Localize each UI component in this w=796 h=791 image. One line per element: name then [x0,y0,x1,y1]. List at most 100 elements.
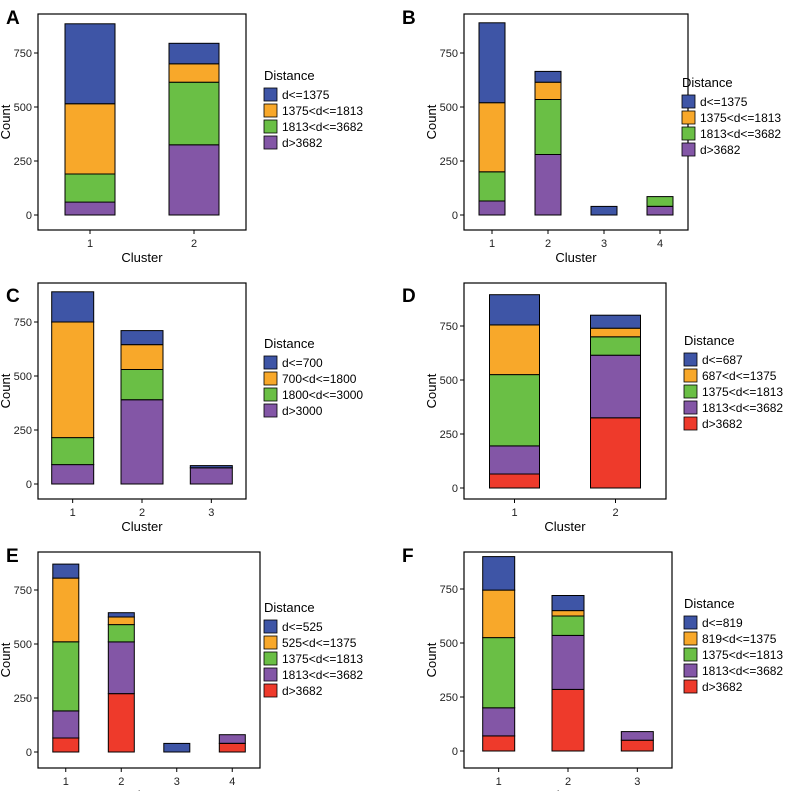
y-axis-title: Count [424,373,439,408]
bar-segment [534,70,562,83]
bar-segment [189,465,233,469]
bar-segment [478,22,506,104]
bar-segment [590,205,618,216]
x-tick-label: 3 [634,776,640,788]
bar-segment [620,731,654,741]
panel-label: C [6,286,20,307]
x-tick-label: 2 [545,238,551,250]
legend-swatch [263,387,278,402]
bar-segment [534,154,562,216]
x-axis-title: Cluster [121,250,163,265]
x-tick-label: 1 [496,776,502,788]
y-tick-label: 500 [14,639,32,651]
legend-label: 1813<d<=3682 [700,127,781,141]
plot-frame [463,282,667,500]
bar-segment [482,589,516,639]
y-tick-label: 250 [440,692,458,704]
legend-label: 1813<d<=3682 [282,668,363,682]
legend-swatch [683,615,698,630]
x-axis-title: Cluster [547,788,589,791]
x-tick-label: 2 [565,776,571,788]
bar-segment [168,81,220,146]
bar-segment [482,707,516,737]
x-axis-title: Cluster [128,788,170,791]
x-tick-label: 1 [87,238,93,250]
legend-title: Distance [684,333,735,348]
bar-segment [107,612,135,618]
bar-segment [168,144,220,216]
legend-label: 700<d<=1800 [282,372,357,386]
bar-segment [551,615,585,636]
legend-swatch [681,126,696,141]
legend-title: Distance [264,600,315,615]
panel-label: D [402,286,416,307]
bar-segment [64,201,116,216]
x-tick-label: 4 [229,776,235,788]
bar-segment [482,556,516,591]
bar-segment [52,577,80,643]
legend-swatch [681,110,696,125]
y-axis-title: Count [424,104,439,139]
plot-frame [37,13,247,231]
x-tick-label: 3 [174,776,180,788]
bar-segment [478,171,506,202]
panel-d: D 0 250 500 750 1 2 Cluster Count Distance d<=687 6… [402,282,783,534]
bar-segment [482,735,516,752]
legend-label: 1813<d<=3682 [702,401,783,415]
legend-label: d<=819 [702,616,743,630]
bar-segment [489,445,540,475]
bar-segment [120,344,164,371]
legend-label: d<=700 [282,356,323,370]
panel-c: C 0 250 500 750 1 2 3 Cluster Count Distance d<=700… [0,282,363,534]
bar-segment [120,330,164,346]
y-tick-label: 750 [14,317,32,329]
legend-title: Distance [682,75,733,90]
legend-label: 819<d<=1375 [702,632,777,646]
legend-swatch [263,87,278,102]
y-tick-label: 750 [440,321,458,333]
x-tick-label: 2 [612,507,618,519]
bar-segment [120,369,164,401]
x-axis-title: Cluster [121,519,163,534]
bar-segment [646,205,674,216]
bar-segment [168,42,220,65]
y-tick-label: 0 [26,747,32,759]
legend-label: d>3682 [702,417,743,431]
legend-title: Distance [264,68,315,83]
legend-swatch [263,135,278,150]
bar-segment [489,473,540,489]
y-tick-label: 0 [26,479,32,491]
panel-e: E 0 250 500 750 1 2 3 4 Cluster Count Distance d<=52… [0,546,363,791]
legend-swatch [263,635,278,650]
bar-segment [120,399,164,485]
legend-swatch [683,679,698,694]
x-axis-title: Cluster [544,519,586,534]
y-axis-title: Count [0,104,13,139]
y-tick-label: 750 [440,48,458,60]
legend-swatch [683,416,698,431]
y-axis-title: Count [0,642,13,677]
bar-segment [107,624,135,643]
x-tick-label: 3 [601,238,607,250]
legend-label: 525<d<=1375 [282,636,357,650]
legend-label: 1375<d<=1813 [282,104,363,118]
bar-segment [64,23,116,105]
y-axis-title: Count [424,642,439,677]
bar-segment [590,336,641,356]
legend-label: d>3682 [700,143,741,157]
legend-label: d>3682 [702,680,743,694]
legend-label: d>3682 [282,684,323,698]
panel-label: B [402,8,416,29]
legend-label: 687<d<=1375 [702,369,777,383]
panel-label: A [6,8,20,29]
y-tick-label: 750 [440,584,458,596]
bar-segment [551,610,585,617]
bar-segment [489,374,540,447]
y-tick-label: 500 [14,371,32,383]
bar-segment [218,734,246,744]
y-tick-label: 0 [452,746,458,758]
legend-swatch [683,368,698,383]
bar-segment [590,417,641,489]
bar-segment [51,291,95,323]
bar-segment [218,742,246,753]
